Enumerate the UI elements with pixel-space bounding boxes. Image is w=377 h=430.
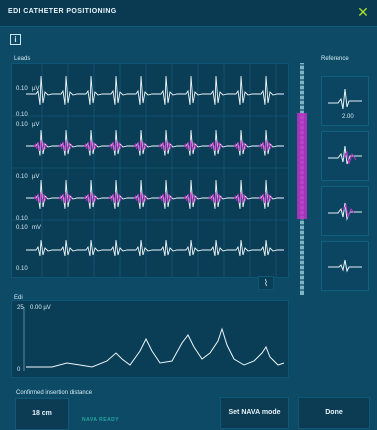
lead-3-scale: 0.10: [16, 174, 28, 180]
edi-label: Edi: [14, 295, 23, 301]
reference-waveform-4: [328, 259, 362, 273]
lead-1-scale: 0.10: [16, 86, 28, 92]
info-icon[interactable]: i: [10, 34, 21, 45]
edi-scale-bottom: 0: [17, 367, 21, 373]
lead-4-scale-bottom: 0.10: [16, 266, 28, 272]
reference-box-3: [321, 186, 369, 236]
nava-ready-status: NAVA READY: [82, 417, 120, 423]
lead-4-scale: 0.10: [16, 225, 28, 231]
edi-value: 0.00 µV: [30, 305, 51, 311]
leads-panel: 0.10 µV 0.10 0.10 µV 0.10 µV 0.10 0.10 m…: [11, 63, 289, 278]
lead-3-unit: µV: [32, 174, 40, 180]
reference-waveform-1: [328, 88, 362, 110]
reference-waveform-3: [328, 202, 362, 221]
reference-waveform-2: [328, 145, 362, 165]
reference-value: 2.00: [342, 114, 354, 120]
edi-waveform: [23, 307, 285, 371]
reference-label: Reference: [321, 56, 349, 62]
leads-label: Leads: [14, 56, 31, 62]
done-button[interactable]: Done: [298, 397, 370, 429]
window-title: EDI CATHETER POSITIONING: [8, 8, 117, 15]
title-bar: EDI CATHETER POSITIONING ✕: [0, 0, 377, 27]
lead-4-unit: mV: [32, 225, 41, 231]
insertion-distance-button[interactable]: 18 cm: [15, 398, 69, 430]
reference-box-4: [321, 241, 369, 291]
reference-box-2: [321, 131, 369, 181]
position-scale-bar[interactable]: [297, 63, 307, 295]
leads-waveforms: [12, 64, 288, 277]
reference-panel: 2.00: [321, 63, 369, 291]
lead-3-scale-bottom: 0.10: [16, 216, 28, 222]
reference-box-1: 2.00: [321, 76, 369, 126]
waveform-toggle-icon[interactable]: ⌇: [258, 276, 274, 290]
lead-1-unit: µV: [32, 86, 40, 92]
lead-2-unit: µV: [32, 122, 40, 128]
close-icon[interactable]: ✕: [357, 4, 369, 20]
lead-1-scale-bottom: 0.10: [16, 112, 28, 118]
confirmed-distance-label: Confirmed insertion distance: [16, 390, 93, 396]
set-nava-mode-button[interactable]: Set NAVA mode: [220, 397, 289, 429]
edi-scale-top: 25: [17, 305, 24, 311]
lead-2-scale: 0.10: [16, 122, 28, 128]
edi-panel: 25 0.00 µV 0: [11, 300, 289, 378]
